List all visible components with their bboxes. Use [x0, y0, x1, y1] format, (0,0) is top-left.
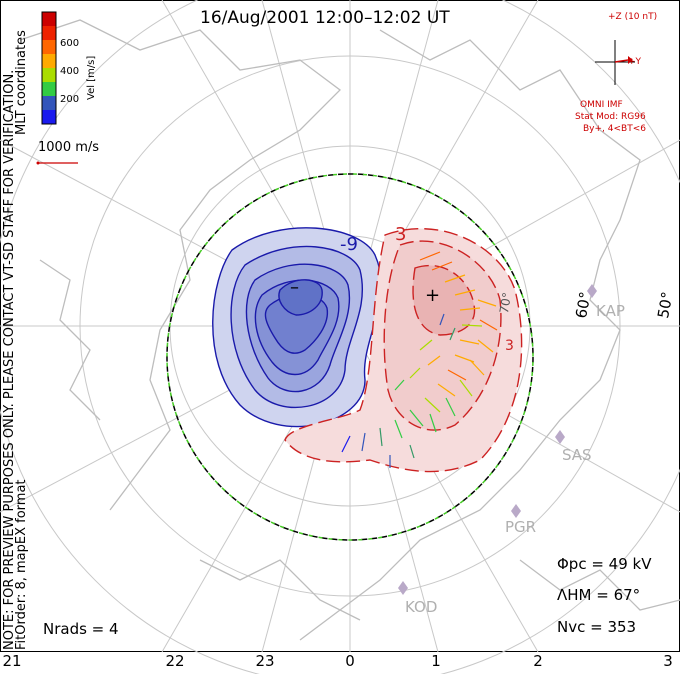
mlt-tick-3: 3 — [663, 652, 673, 670]
hm-boundary-latitude: ΛHM = 67° — [557, 586, 641, 604]
contour-label-neg: -9 — [340, 234, 358, 255]
imf-z-label: +Z (10 nT) — [608, 12, 658, 22]
mlt-tick-2: 2 — [533, 652, 543, 670]
mlt-tick-0: 0 — [345, 652, 355, 670]
station-markers — [398, 284, 597, 595]
heppner-maynard-boundary-green — [166, 173, 534, 541]
colorbar-tick-200: 200 — [60, 94, 80, 105]
scale-arrow-origin — [36, 161, 40, 165]
colorbar-tick-600: 600 — [60, 38, 80, 49]
station-kap: KAP — [596, 302, 625, 320]
vector-count: Nvc = 353 — [557, 618, 637, 636]
station-sas: SAS — [562, 446, 592, 464]
imf-clock — [595, 40, 635, 85]
imf-y-label: +Y — [628, 57, 642, 67]
fit-order-label: FitOrder: 8, mapEX format — [14, 479, 29, 650]
heppner-maynard-boundary — [166, 173, 534, 541]
contour-label-pos: 3 — [395, 224, 406, 245]
radar-count: Nrads = 4 — [43, 620, 119, 638]
scale-label: 1000 m/s — [38, 140, 100, 155]
map-title: 16/Aug/2001 12:00–12:02 UT — [200, 8, 450, 28]
mlt-tick-21: 21 — [2, 652, 22, 670]
coastlines — [19, 19, 680, 641]
mlt-tick-23: 23 — [255, 652, 275, 670]
potential-maximum-marker: + — [425, 285, 440, 306]
imf-condition: By+, 4<BT<6 — [583, 124, 646, 134]
station-pgr: PGR — [505, 518, 537, 536]
colorbar-tick-400: 400 — [60, 66, 80, 77]
station-kod: KOD — [405, 598, 438, 616]
mlt-tick-22: 22 — [165, 652, 185, 670]
velocity-vectors — [341, 251, 498, 468]
mlt-tick-1: 1 — [431, 652, 441, 670]
cross-polar-potential: Φpc = 49 kV — [557, 555, 652, 573]
positive-potential-cell — [284, 227, 523, 473]
imf-model: Stat Mod: RG96 — [575, 112, 646, 122]
negative-potential-cell — [212, 227, 382, 428]
imf-source: OMNI IMF — [580, 100, 623, 110]
mlt-axis: 21 22 23 0 1 2 3 — [0, 652, 680, 672]
contour-label-pos-2: 3 — [505, 338, 514, 354]
velocity-colorbar — [41, 11, 57, 125]
potential-minimum-marker: – — [290, 277, 299, 298]
